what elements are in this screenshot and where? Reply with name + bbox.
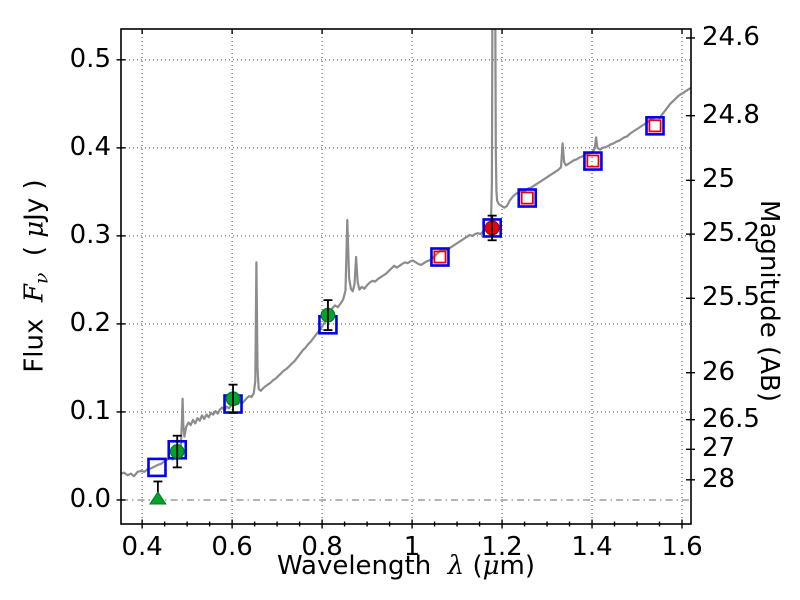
red-square-marker (586, 154, 600, 168)
y-tick-label: 0.5 (69, 43, 111, 74)
y-tick-label: 0.2 (69, 307, 111, 338)
x-tick-label: 0.8 (301, 532, 343, 562)
lambda-symbol: λ (447, 551, 465, 581)
plot-frame (120, 28, 692, 525)
y-tick-label: 0.4 (69, 131, 111, 162)
blue-square-marker (583, 151, 603, 171)
y-axis-title-flux: Flux Fν ( μJy ) (19, 179, 52, 372)
axis-layer (116, 28, 695, 529)
x-tick-label: 0.6 (211, 532, 253, 562)
grid-layer (121, 29, 691, 524)
flux-unit-close: Jy ) (19, 179, 50, 221)
blue-square-marker (147, 457, 167, 478)
blue-square-marker (517, 188, 538, 208)
green-triangle-upper-limit-marker (148, 491, 167, 505)
x-tick-label: 1.4 (571, 532, 613, 562)
mag-tick-label: 28 (702, 463, 736, 494)
flux-word: Flux (19, 302, 50, 373)
x-tick-label: 1 (403, 532, 421, 562)
mag-tick-label: 25 (702, 164, 736, 195)
y-tick-label: 0.3 (69, 219, 111, 250)
red-square-marker (433, 250, 447, 264)
red-square-marker (520, 191, 534, 205)
mag-tick-label: 24.6 (702, 21, 760, 52)
x-axis-title: Wavelength λ (μm) (277, 551, 535, 581)
spectrum-layer (121, 29, 691, 478)
model-spectrum-line (121, 29, 691, 478)
mag-tick-label: 26.5 (702, 403, 760, 434)
x-tick-label: 1.2 (481, 532, 523, 562)
x-title-paren: ( (464, 551, 483, 581)
y-axis-title-magnitude: Magnitude (AB) (754, 200, 784, 402)
blue-square-marker (645, 116, 665, 136)
mag-tick-label: 27 (702, 433, 736, 464)
y-tick-label: 0.0 (69, 483, 111, 514)
mu-symbol-flux: μ (19, 220, 50, 238)
x-title-unit: m) (499, 551, 536, 581)
y-tick-label: 0.1 (69, 395, 111, 426)
mu-symbol: μ (482, 551, 500, 581)
mag-tick-label: 26 (702, 356, 736, 387)
mag-tick-label: 24.8 (702, 99, 760, 130)
mag-tick-label: 25.2 (702, 218, 760, 249)
x-title-word: Wavelength (276, 551, 448, 581)
flux-F-symbol: F (19, 284, 50, 303)
marker-layer (147, 116, 665, 478)
x-tick-label: 0.4 (121, 532, 163, 562)
red-square-marker (648, 119, 662, 133)
mag-tick-label: 25.5 (702, 282, 760, 313)
blue-square-marker (430, 247, 450, 267)
flux-unit-open: ( (19, 237, 50, 273)
x-tick-label: 1.6 (661, 532, 703, 562)
nu-subscript: ν (31, 272, 53, 285)
errorbar-layer (148, 214, 497, 505)
